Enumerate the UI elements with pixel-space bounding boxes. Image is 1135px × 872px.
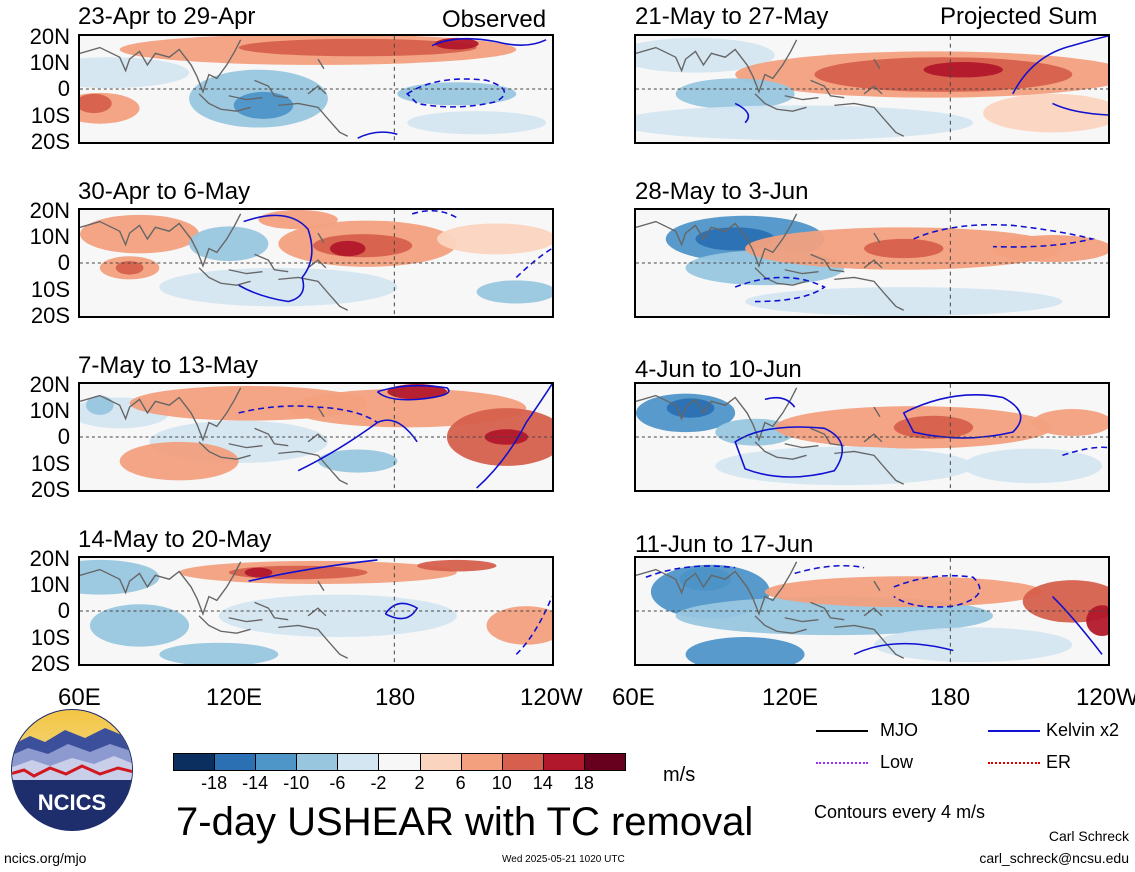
lat-label: 10S	[30, 625, 70, 650]
map-panel-projected-3	[634, 382, 1110, 492]
footer-timestamp: Wed 2025-05-21 1020 UTC	[502, 854, 625, 865]
lat-label: 10S	[30, 277, 70, 302]
map-panel-observed-1	[78, 34, 554, 144]
lat-label: 0	[57, 250, 70, 275]
lat-label: 20S	[30, 303, 70, 328]
colorbar-swatch	[173, 753, 216, 771]
lat-label: 20N	[29, 198, 70, 223]
lat-label: 0	[57, 598, 70, 623]
lat-label: 20N	[29, 24, 70, 49]
colorbar-swatch	[214, 753, 257, 771]
colorbar-swatch	[542, 753, 585, 771]
colorbar-swatch	[255, 753, 298, 771]
lat-label: 20S	[30, 651, 70, 676]
lat-label: 10N	[29, 572, 70, 597]
legend-line-kelvin	[988, 730, 1040, 732]
colorbar-units: m/s	[663, 764, 696, 786]
colorbar-tick-label: -10	[283, 773, 310, 793]
map-panel-projected-1	[634, 34, 1110, 144]
colorbar-swatch	[337, 753, 380, 771]
lat-label: 10S	[30, 451, 70, 476]
ncics-logo: NCICS	[10, 708, 134, 832]
map-panel-observed-4	[78, 556, 554, 666]
footer-author: Carl Schreck	[1048, 828, 1129, 844]
colorbar-swatch	[460, 753, 503, 771]
panel-title-7: 4-Jun to 10-Jun	[635, 356, 802, 383]
legend-label-kelvin: Kelvin x2	[1046, 720, 1120, 740]
colorbar-tick-label: -6	[329, 773, 346, 793]
logo-text: NCICS	[38, 790, 106, 815]
lat-label: 10N	[29, 398, 70, 423]
footer-email: carl_schreck@ncsu.edu	[979, 850, 1129, 866]
colorbar-tick-label: 2	[414, 773, 425, 793]
lat-label: 0	[57, 76, 70, 101]
legend-label-er: ER	[1046, 752, 1072, 772]
colorbar-swatch	[583, 753, 626, 771]
colorbar-tick-label: -14	[242, 773, 269, 793]
colorbar-swatch	[296, 753, 339, 771]
map-panel-observed-2	[78, 208, 554, 318]
lat-label: 20N	[29, 546, 70, 571]
observed-header: Observed	[442, 6, 547, 33]
panel-title-8: 11-Jun to 17-Jun	[635, 531, 814, 558]
map-panel-projected-2	[634, 208, 1110, 318]
panel-title-2: 30-Apr to 6-May	[78, 178, 251, 205]
colorbar-tick-label: -2	[370, 773, 387, 793]
lat-label: 20N	[29, 372, 70, 397]
legend-label-mjo: MJO	[880, 720, 918, 740]
lon-label: 180	[375, 684, 416, 711]
projected-header: Projected Sum	[940, 3, 1098, 30]
colorbar	[173, 753, 626, 771]
lon-label: 120W	[1076, 686, 1135, 710]
lon-label: 120E	[762, 684, 819, 711]
footer-url: ncics.org/mjo	[4, 850, 87, 866]
lat-label: 20S	[30, 477, 70, 502]
contour-note: Contours every 4 m/s	[814, 802, 986, 822]
panel-title-6: 28-May to 3-Jun	[635, 178, 809, 205]
map-panel-projected-4	[634, 556, 1110, 666]
colorbar-tick-label: 10	[491, 773, 512, 793]
legend-line-low	[816, 762, 868, 764]
lon-label: 120E	[206, 684, 263, 711]
colorbar-tick-label: 14	[532, 773, 553, 793]
main-title: 7-day USHEAR with TC removal	[176, 800, 754, 844]
colorbar-ticks: -18 -14 -10 -6 -2 2 6 10 14 18	[173, 774, 625, 794]
panel-title-4: 14-May to 20-May	[78, 526, 272, 553]
lon-label: 60E	[58, 684, 101, 711]
map-panel-observed-3	[78, 382, 554, 492]
lat-label: 10N	[29, 50, 70, 75]
lat-label: 10N	[29, 224, 70, 249]
colorbar-swatch	[419, 753, 462, 771]
lat-label: 10S	[30, 103, 70, 128]
colorbar-tick-label: -18	[201, 773, 228, 793]
panel-title-3: 7-May to 13-May	[78, 352, 259, 379]
lon-label: 180	[930, 684, 971, 711]
colorbar-tick-label: 6	[455, 773, 466, 793]
colorbar-swatch	[501, 753, 544, 771]
colorbar-tick-label: 18	[573, 773, 594, 793]
legend-line-mjo	[816, 730, 868, 732]
lat-label: 20S	[30, 129, 70, 154]
lon-label: 60E	[612, 684, 655, 711]
legend-label-low: Low	[880, 752, 914, 772]
legend-line-er	[988, 762, 1040, 764]
colorbar-swatch	[378, 753, 421, 771]
panel-title-5: 21-May to 27-May	[635, 3, 829, 30]
lon-label: 120W	[520, 684, 583, 711]
panel-title-1: 23-Apr to 29-Apr	[78, 3, 256, 30]
lat-label: 0	[57, 424, 70, 449]
